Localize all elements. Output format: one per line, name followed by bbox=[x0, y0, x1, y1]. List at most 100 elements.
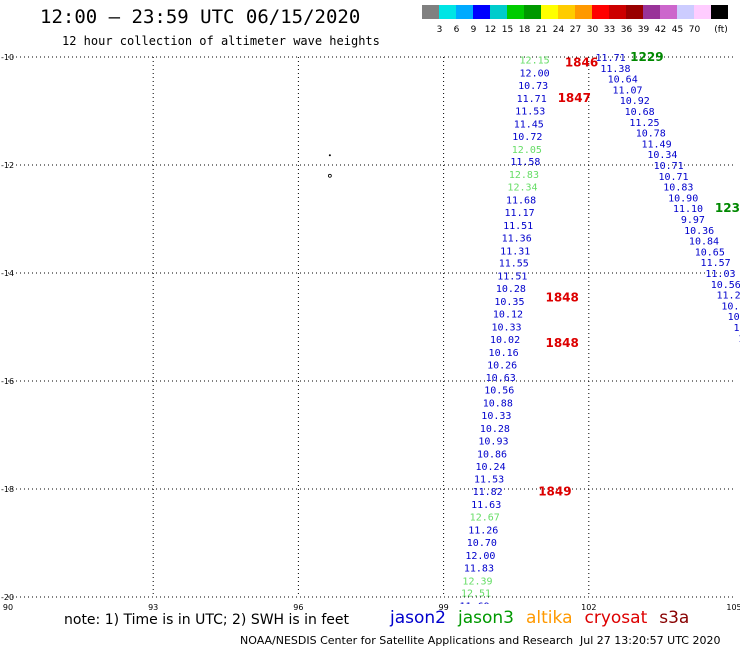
wave-height-label: 11.31 bbox=[500, 246, 530, 257]
colorbar-label: 39 bbox=[638, 25, 650, 35]
wave-height-label: 10.92 bbox=[620, 96, 650, 107]
colorbar-swatch bbox=[456, 5, 473, 19]
wave-height-label: 10.56 bbox=[711, 280, 740, 291]
wave-height-label: 11.82 bbox=[473, 487, 503, 498]
x-tick-label: 90 bbox=[3, 603, 13, 612]
wave-height-label: 10.56 bbox=[484, 386, 514, 397]
wave-height-label: 10.02 bbox=[490, 335, 520, 346]
colorbar-label: 12 bbox=[485, 25, 496, 35]
wave-height-label: 10.16 bbox=[489, 348, 519, 359]
wave-height-label: 11.68 bbox=[506, 196, 536, 207]
wave-height-label: 10.71 bbox=[654, 161, 684, 172]
x-tick-label: 93 bbox=[148, 603, 158, 612]
x-tick-label: 105 bbox=[726, 603, 740, 612]
wave-height-label: 12.83 bbox=[509, 170, 539, 181]
colorbar-swatch bbox=[439, 5, 456, 19]
pass-time-label: 1847 bbox=[558, 91, 591, 105]
wave-height-label: 10.93 bbox=[478, 436, 508, 447]
wave-height-label: 11.57 bbox=[701, 258, 731, 269]
colorbar-swatch bbox=[660, 5, 677, 19]
wave-height-label: 9.97 bbox=[681, 215, 705, 226]
pass-time-label: 1848 bbox=[545, 290, 578, 304]
colorbar-label: 18 bbox=[519, 25, 531, 35]
wave-height-label: 10.36 bbox=[684, 226, 714, 237]
chart-subtitle: 12 hour collection of altimeter wave hei… bbox=[62, 34, 380, 48]
wave-height-label: 12.67 bbox=[470, 513, 500, 524]
y-tick-label: -18 bbox=[1, 485, 14, 494]
wave-height-label: 11.55 bbox=[499, 259, 529, 270]
wave-height-label: 11.07 bbox=[612, 85, 642, 96]
wave-height-label: 11.69 bbox=[460, 602, 490, 613]
colorbar-swatch bbox=[558, 5, 575, 19]
wave-height-label: 10.68 bbox=[625, 107, 655, 118]
wave-height-label: 10.28 bbox=[496, 284, 526, 295]
colorbar-swatch bbox=[575, 5, 592, 19]
wave-height-label: 10.65 bbox=[695, 247, 725, 258]
y-tick-label: -12 bbox=[1, 161, 14, 170]
pass-time-label: 1849 bbox=[538, 485, 571, 499]
wave-height-label: 11.10 bbox=[673, 204, 703, 215]
wave-height-label: 12.51 bbox=[461, 589, 491, 600]
colorbar-swatch bbox=[422, 5, 439, 19]
wave-height-label: 11.45 bbox=[514, 119, 544, 130]
colorbar-swatch bbox=[507, 5, 524, 19]
wave-height-label: 10.64 bbox=[608, 75, 638, 86]
wave-height-label: 11.03 bbox=[705, 269, 735, 280]
wave-height-label: 10.63 bbox=[486, 373, 516, 384]
wave-height-label: 10.86 bbox=[721, 301, 740, 312]
y-tick-label: -10 bbox=[1, 53, 14, 62]
wave-height-label: 12.05 bbox=[512, 145, 542, 156]
wave-height-label: 11.17 bbox=[505, 208, 535, 219]
satellite-legend-item: jason2 bbox=[390, 608, 446, 628]
wave-height-label: 11.83 bbox=[464, 563, 494, 574]
satellite-legend-item: altika bbox=[526, 608, 573, 628]
colorbar-legend: 3 6 9 12 15 18 21 24 27 30 33 36 39 42 45 70 (ft) bbox=[422, 5, 728, 35]
wave-height-label: 12.00 bbox=[520, 69, 550, 80]
wave-height-label: 11.71 bbox=[517, 94, 547, 105]
wave-height-label: 10.24 bbox=[475, 462, 505, 473]
colorbar-label: 70 bbox=[689, 25, 701, 35]
satellite-legend-item: s3a bbox=[659, 608, 690, 628]
chart-title: 12:00 – 23:59 UTC 06/15/2020 bbox=[40, 6, 361, 28]
colorbar-label: 36 bbox=[621, 25, 633, 35]
credits: NOAA/NESDIS Center for Satellite Applica… bbox=[240, 634, 574, 647]
colorbar-label: 3 bbox=[437, 25, 443, 35]
colorbar-swatch bbox=[609, 5, 626, 19]
wave-height-label: 10.84 bbox=[689, 237, 719, 248]
pass-time-label: 1846 bbox=[565, 55, 598, 69]
colorbar-label: 15 bbox=[502, 25, 513, 35]
wave-height-label: 10.33 bbox=[481, 411, 511, 422]
wave-height-label: 10.73 bbox=[518, 81, 548, 92]
wave-height-label: 11.26 bbox=[468, 526, 498, 537]
wave-height-label: 11.53 bbox=[474, 475, 504, 486]
wave-height-label: 11.71 bbox=[596, 53, 626, 64]
chart-note: note: 1) Time is in UTC; 2) SWH is in fe… bbox=[64, 612, 350, 628]
pass-time-label: 1230 bbox=[715, 201, 740, 215]
satellite-legend-item: cryosat bbox=[584, 608, 648, 628]
island-marker bbox=[327, 173, 332, 178]
wave-height-label: 10.83 bbox=[663, 183, 693, 194]
y-tick-label: -16 bbox=[1, 377, 14, 386]
colorbar-swatch bbox=[524, 5, 541, 19]
wave-height-label: 10.12 bbox=[493, 310, 523, 321]
wave-height-label: 10.33 bbox=[491, 322, 521, 333]
colorbar-unit: (ft) bbox=[714, 25, 728, 35]
colorbar-label: 21 bbox=[536, 25, 547, 35]
satellite-legend-item: jason3 bbox=[458, 608, 514, 628]
colorbar-label: 24 bbox=[553, 25, 565, 35]
island-marker bbox=[328, 154, 331, 157]
wave-height-label: 11.53 bbox=[515, 106, 545, 117]
pass-time-label: 1229 bbox=[630, 50, 663, 64]
x-tick-label: 96 bbox=[293, 603, 303, 612]
wave-height-label: 10.86 bbox=[477, 449, 507, 460]
y-tick-label: -14 bbox=[1, 269, 14, 278]
colorbar-swatch bbox=[541, 5, 558, 19]
wave-height-label: 10.28 bbox=[480, 424, 510, 435]
wave-height-label: 10.88 bbox=[483, 399, 513, 410]
wave-height-label: 12.39 bbox=[462, 576, 492, 587]
colorbar-swatch bbox=[473, 5, 490, 19]
colorbar-label: 33 bbox=[604, 25, 615, 35]
wave-height-label: 10.78 bbox=[636, 129, 666, 140]
colorbar-swatch bbox=[626, 5, 643, 19]
